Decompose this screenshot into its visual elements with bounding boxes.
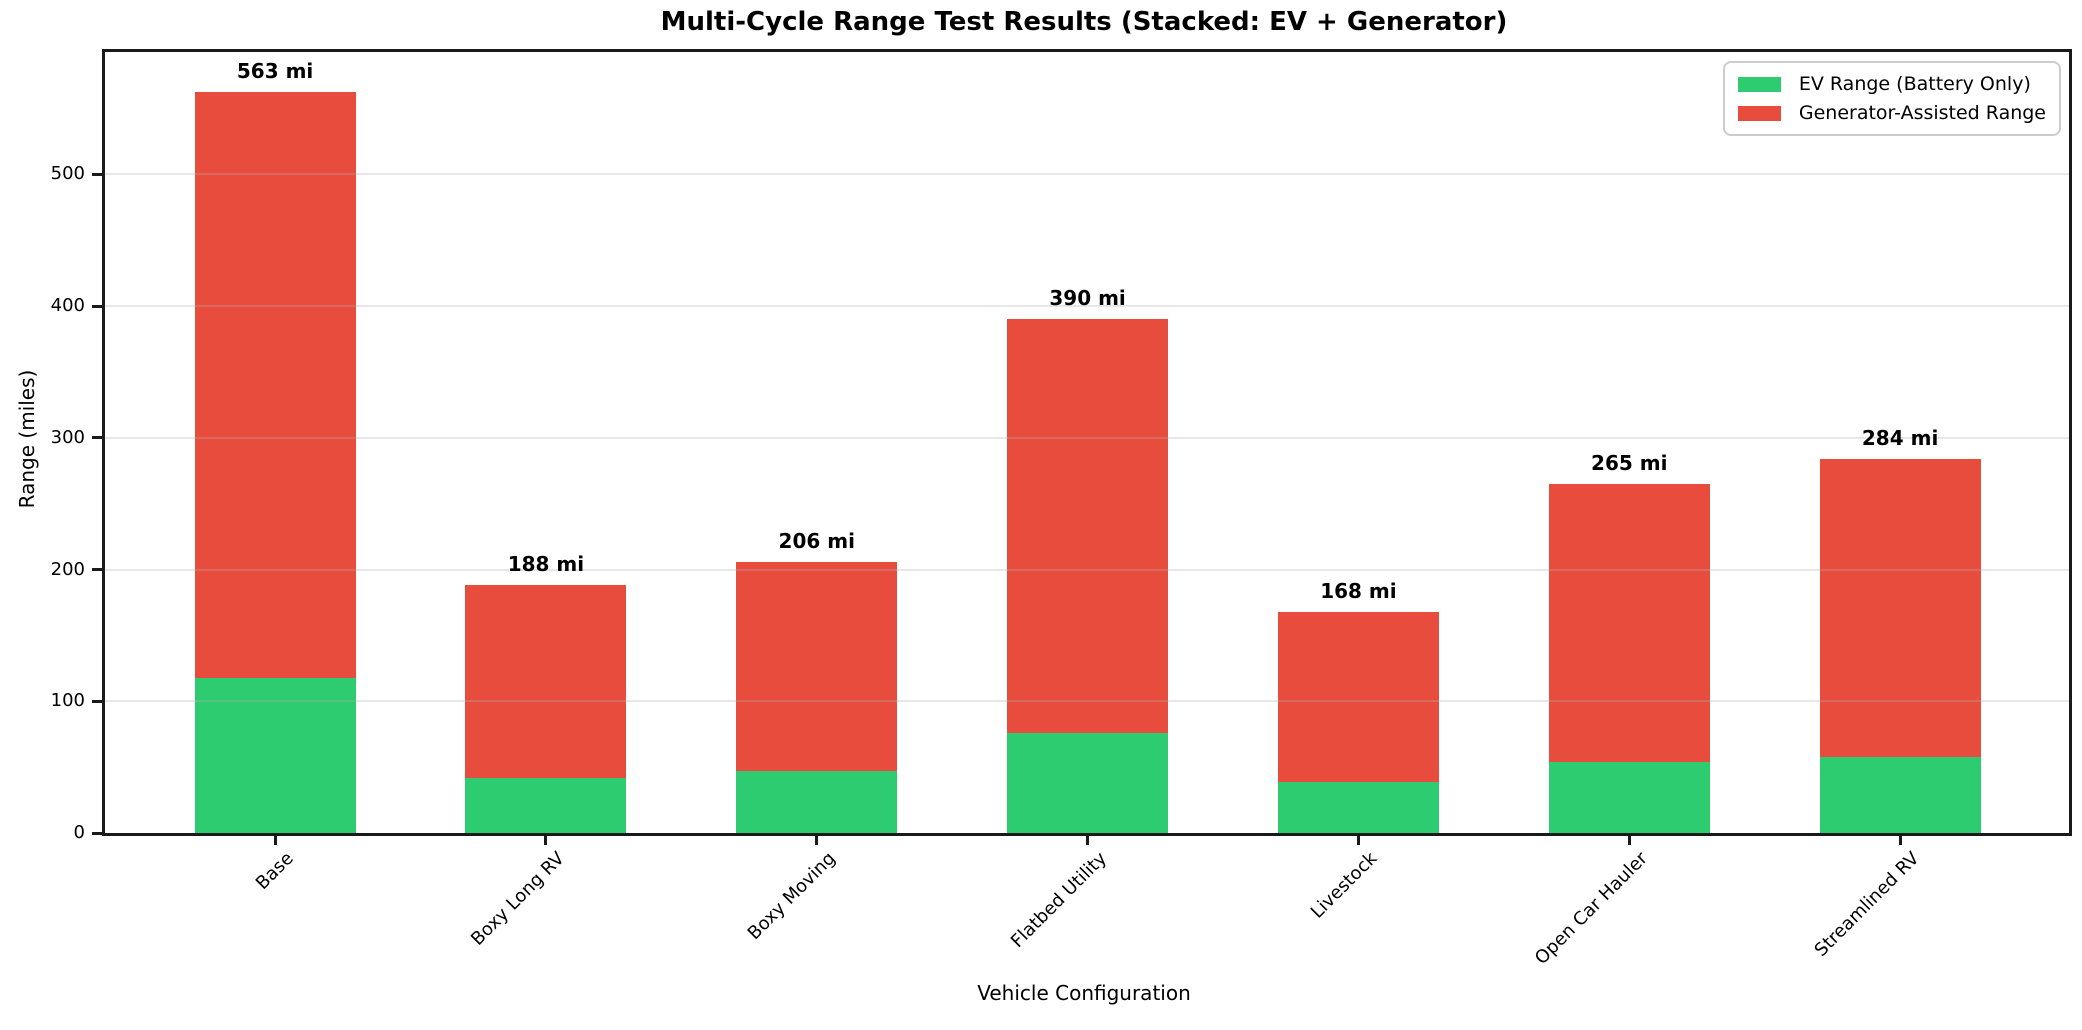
y-tick-label: 500 — [50, 163, 85, 185]
bar-segment-generator — [1548, 484, 1710, 762]
x-tick-mark — [544, 836, 548, 845]
plot-area: EV Range (Battery Only) Generator-Assiste… — [51, 49, 2072, 969]
x-tick-label: Open Car Hauler — [1531, 848, 1653, 969]
bar-segment-generator — [1277, 611, 1439, 782]
x-tick-label: Livestock — [1306, 848, 1382, 923]
bar-segment-generator — [1007, 319, 1169, 733]
bar-total-label: 168 mi — [1320, 578, 1397, 603]
y-tick-label: 0 — [73, 822, 85, 843]
legend: EV Range (Battery Only) Generator-Assiste… — [1722, 61, 2061, 136]
legend-label: EV Range (Battery Only) — [1798, 73, 2031, 95]
legend-swatch — [1737, 76, 1781, 92]
y-tick-mark — [92, 436, 102, 440]
x-tick-label: Flatbed Utility — [1006, 848, 1111, 952]
y-tick-label: 300 — [50, 426, 85, 448]
bar-segment-ev — [1007, 732, 1169, 833]
bar-total-label: 563 mi — [236, 58, 314, 83]
x-tick-label: Streamlined RV — [1810, 848, 1923, 961]
legend-entry: EV Range (Battery Only) — [1737, 73, 2046, 95]
y-tick-mark — [92, 831, 102, 835]
bar-segment-generator — [194, 91, 356, 678]
bar-segment-ev — [736, 771, 898, 833]
x-tick-mark — [1898, 836, 1902, 845]
bar-total-label: 188 mi — [507, 552, 585, 577]
bar-segment-ev — [1548, 761, 1710, 833]
bar-total-label: 265 mi — [1591, 450, 1668, 475]
bar-segment-generator — [736, 561, 898, 772]
x-tick-mark — [815, 836, 819, 845]
bar-total-label: 206 mi — [778, 528, 855, 553]
x-tick-mark — [1086, 836, 1090, 845]
bar-total-label: 390 mi — [1049, 286, 1126, 311]
y-tick-mark — [92, 568, 102, 572]
y-tick-mark — [92, 699, 102, 703]
x-tick-label: Boxy Long RV — [466, 848, 569, 950]
bar-total-label: 284 mi — [1861, 425, 1939, 450]
x-tick-label: Base — [252, 848, 298, 894]
y-tick-mark — [92, 304, 102, 308]
x-tick-mark — [273, 836, 277, 845]
bar-segment-generator — [1819, 458, 1981, 757]
gridline — [105, 173, 2069, 176]
bar-segment-ev — [1819, 756, 1981, 833]
legend-swatch — [1737, 105, 1781, 121]
legend-label: Generator-Assisted Range — [1798, 102, 2046, 124]
y-tick-label: 200 — [50, 558, 85, 580]
bar-segment-ev — [1277, 781, 1439, 833]
x-axis-label: Vehicle Configuration — [977, 981, 1191, 1005]
chart-title: Multi-Cycle Range Test Results (Stacked:… — [660, 7, 1508, 37]
y-tick-mark — [92, 172, 102, 176]
y-tick-label: 400 — [50, 295, 85, 317]
x-tick-mark — [1627, 836, 1631, 845]
bar-segment-generator — [465, 585, 627, 778]
legend-entry: Generator-Assisted Range — [1737, 102, 2046, 124]
bar-segment-ev — [465, 777, 627, 833]
y-tick-label: 100 — [50, 690, 85, 712]
x-tick-label: Boxy Moving — [743, 848, 840, 945]
bar-segment-ev — [194, 677, 356, 833]
x-tick-mark — [1356, 836, 1360, 845]
